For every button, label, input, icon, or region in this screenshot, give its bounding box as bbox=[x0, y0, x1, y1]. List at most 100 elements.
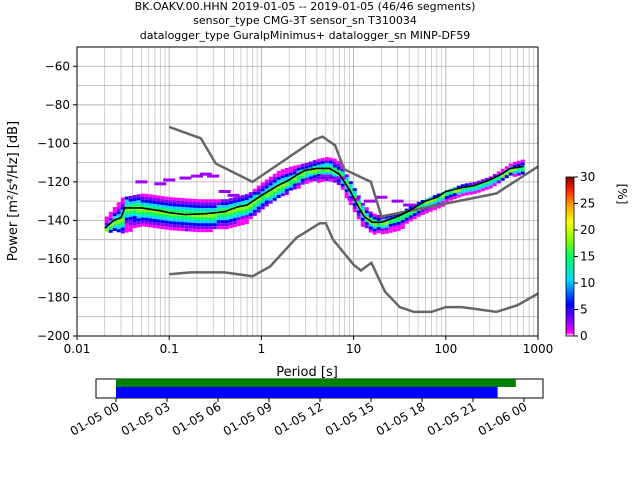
density-cell bbox=[460, 184, 465, 188]
density-cell bbox=[240, 222, 245, 226]
density-cell bbox=[336, 166, 341, 170]
plot-frame bbox=[76, 46, 539, 337]
density-cell bbox=[396, 224, 401, 228]
density-cell bbox=[196, 220, 201, 224]
density-cell bbox=[220, 220, 225, 224]
density-cell bbox=[280, 193, 285, 197]
density-cell bbox=[396, 212, 401, 216]
timeline-tick-label: 01-05 06 bbox=[170, 399, 224, 438]
x-tick-label: 1 bbox=[258, 342, 266, 356]
density-cell bbox=[148, 203, 153, 207]
density-cell bbox=[176, 221, 181, 225]
density-cell bbox=[148, 218, 153, 222]
density-cell bbox=[196, 199, 201, 203]
density-cell bbox=[240, 201, 245, 205]
density-cell bbox=[464, 189, 469, 193]
density-cell bbox=[276, 191, 281, 195]
density-cell bbox=[108, 211, 113, 215]
density-cell bbox=[404, 211, 409, 215]
density-cell bbox=[156, 210, 161, 214]
density-cell bbox=[192, 228, 197, 232]
density-cell bbox=[272, 197, 277, 201]
density-cell bbox=[116, 208, 121, 212]
density-cell bbox=[112, 213, 117, 217]
density-cell bbox=[352, 203, 357, 207]
density-cell bbox=[264, 197, 269, 201]
density-cell bbox=[212, 226, 217, 230]
density-cell bbox=[152, 194, 157, 198]
timeline-bar-green bbox=[116, 379, 516, 387]
density-cell bbox=[112, 216, 117, 220]
density-cell bbox=[180, 225, 185, 229]
density-cell bbox=[280, 184, 285, 188]
density-cell bbox=[520, 168, 525, 172]
density-cell bbox=[284, 173, 289, 177]
density-cell bbox=[248, 207, 253, 211]
density-cell bbox=[136, 203, 141, 207]
density-cell bbox=[444, 196, 449, 200]
density-cell bbox=[140, 217, 145, 221]
density-cell bbox=[356, 210, 361, 214]
density-cell bbox=[324, 160, 329, 164]
density-cell bbox=[500, 177, 505, 181]
density-cell bbox=[376, 215, 381, 219]
density-cell bbox=[220, 226, 225, 230]
timeline-tick-label: 01-05 21 bbox=[425, 399, 479, 438]
colorbar-tick-label: 15 bbox=[580, 250, 595, 264]
density-cell bbox=[328, 163, 333, 167]
density-cell bbox=[512, 170, 517, 174]
density-cell bbox=[204, 211, 209, 215]
density-cell bbox=[260, 185, 265, 189]
density-cell bbox=[496, 171, 501, 175]
density-cell bbox=[192, 201, 197, 205]
density-cell bbox=[456, 191, 461, 195]
density-cell bbox=[456, 185, 461, 189]
density-cell bbox=[128, 225, 133, 229]
density-cell bbox=[484, 177, 489, 181]
outlier-cell bbox=[319, 174, 332, 178]
density-cell bbox=[184, 222, 189, 226]
density-cell bbox=[168, 209, 173, 213]
density-cell bbox=[176, 227, 181, 231]
density-cell bbox=[116, 211, 121, 215]
density-cell bbox=[380, 225, 385, 229]
density-cell bbox=[244, 218, 249, 222]
density-cell bbox=[172, 209, 177, 213]
density-cell bbox=[368, 226, 373, 230]
density-cell bbox=[212, 214, 217, 218]
density-cell bbox=[316, 173, 321, 177]
density-cell bbox=[320, 169, 325, 173]
density-cell bbox=[296, 164, 301, 168]
density-cell bbox=[236, 217, 241, 221]
density-cell bbox=[188, 204, 193, 208]
density-cell bbox=[292, 180, 297, 184]
density-cell bbox=[244, 200, 249, 204]
density-cell bbox=[344, 174, 349, 178]
density-cell bbox=[456, 188, 461, 192]
density-cell bbox=[352, 191, 357, 195]
density-cell bbox=[224, 217, 229, 221]
mode-curve bbox=[104, 165, 524, 229]
density-cell bbox=[356, 216, 361, 220]
density-cell bbox=[156, 222, 161, 226]
density-cell bbox=[132, 201, 137, 205]
density-cell bbox=[224, 214, 229, 218]
density-cell bbox=[120, 200, 125, 204]
density-cell bbox=[192, 213, 197, 217]
outlier-cell bbox=[179, 176, 192, 180]
density-cell bbox=[472, 191, 477, 195]
density-cell bbox=[508, 172, 513, 176]
density-cell bbox=[400, 222, 405, 226]
density-cell bbox=[284, 188, 289, 192]
density-cell bbox=[220, 202, 225, 206]
density-cell bbox=[288, 172, 293, 176]
density-cell bbox=[116, 226, 121, 230]
density-cell bbox=[308, 173, 313, 177]
density-cell bbox=[204, 214, 209, 218]
density-cell bbox=[452, 196, 457, 200]
density-cell bbox=[176, 215, 181, 219]
timeline-tick-label: 01-05 15 bbox=[323, 399, 377, 438]
density-cell bbox=[280, 175, 285, 179]
density-cell bbox=[324, 163, 329, 167]
density-cell bbox=[204, 217, 209, 221]
